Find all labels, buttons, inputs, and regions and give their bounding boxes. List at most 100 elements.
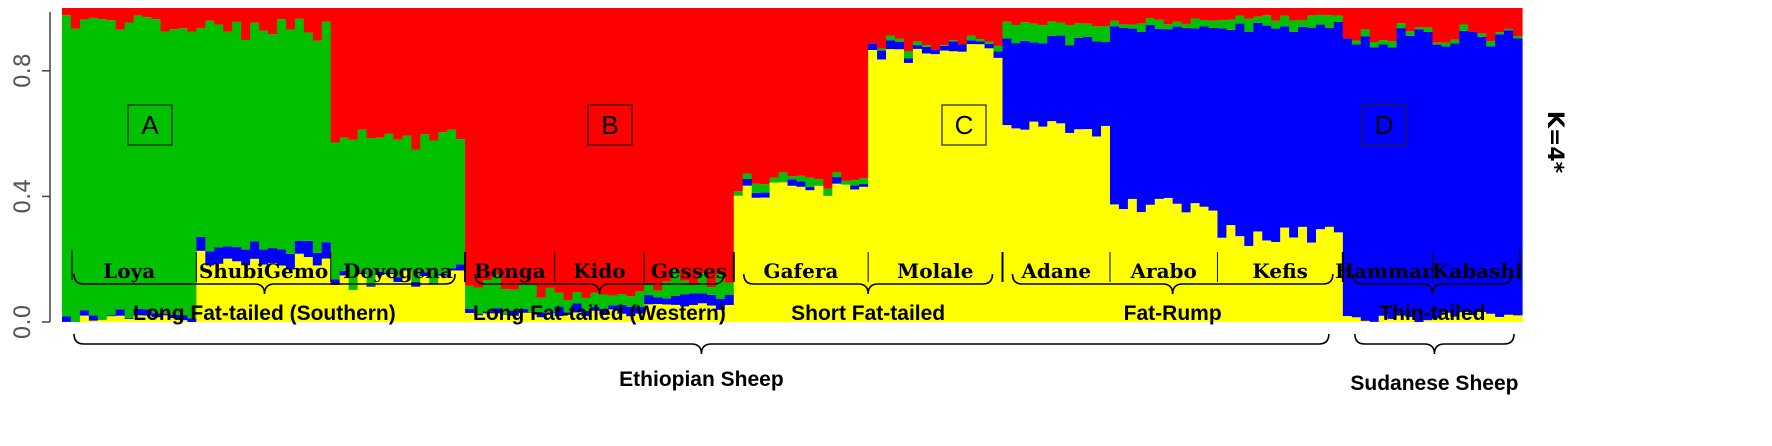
bar-segment-yellow xyxy=(491,313,502,322)
bar-segment-green xyxy=(62,15,72,317)
bar-segment-blue xyxy=(250,241,260,259)
bar-segment-red xyxy=(859,8,869,179)
group-bracket xyxy=(73,273,456,295)
bar-segment-green xyxy=(259,30,269,250)
bar-segment-blue xyxy=(1217,28,1228,238)
bar-segment-yellow xyxy=(1226,225,1236,322)
plot-area xyxy=(62,8,1523,323)
cluster-box-a xyxy=(127,104,173,146)
bar-segment-green xyxy=(832,172,842,178)
bar-segment-green xyxy=(1190,18,1201,29)
supergroup-bracket xyxy=(1354,333,1515,355)
bar-segment-blue xyxy=(1423,31,1434,321)
bar-segment-red xyxy=(500,8,511,290)
bar-segment-green xyxy=(97,19,108,320)
bar-segment-red xyxy=(1324,8,1335,16)
bar-segment-red xyxy=(697,8,708,274)
cluster-box-label: D xyxy=(1375,110,1394,140)
bar-segment-yellow xyxy=(1495,316,1505,322)
bar-segment-yellow xyxy=(1271,241,1281,322)
bar-segment-blue xyxy=(205,251,215,266)
bar-segment-blue xyxy=(724,294,735,305)
bar-segment-green xyxy=(912,41,923,46)
population-axis: Loya ShubiGemo Doyogena Bonga Kido Gesses Gafe… xyxy=(71,250,1523,283)
bar-segment-blue xyxy=(706,294,717,306)
bar-segment-green xyxy=(178,28,188,316)
bar-segment-red xyxy=(70,8,81,29)
bar-segment-blue xyxy=(62,316,72,322)
bar-segment-yellow xyxy=(429,283,439,322)
bar-segment-red xyxy=(581,8,592,298)
bar-segment-yellow xyxy=(1118,209,1129,322)
bar-segment-yellow xyxy=(115,315,126,322)
bar-segment-green xyxy=(1226,19,1236,30)
bar-segment-green xyxy=(447,129,457,269)
bar-segment-red xyxy=(250,8,260,23)
supergroup-label: Sudanese Sheep xyxy=(1350,372,1518,395)
bar-segment-yellow xyxy=(1020,129,1030,322)
bar-segment-yellow xyxy=(966,44,977,323)
bar-segment-red xyxy=(384,8,395,134)
bar-segment-red xyxy=(706,8,717,288)
bar-segment-green xyxy=(142,17,153,310)
bar-segment-blue xyxy=(1065,45,1075,133)
bar-segment-red xyxy=(1432,8,1442,43)
bar-segment-yellow xyxy=(1253,231,1263,322)
bar-segment-green xyxy=(1441,42,1451,47)
bar-segment-blue xyxy=(554,306,565,317)
bar-segment-blue xyxy=(563,312,574,315)
bar-segment-yellow xyxy=(178,320,188,322)
bar-segment-yellow xyxy=(930,54,941,323)
group-label: Long Fat-tailed (Western) xyxy=(473,302,726,325)
bar-segment-blue xyxy=(178,315,188,321)
bar-segment-blue xyxy=(1262,25,1272,241)
bar-segment-yellow xyxy=(196,250,206,322)
cluster-box-label: B xyxy=(601,110,618,140)
bar-segment-blue xyxy=(303,240,314,258)
bar-segment-red xyxy=(1378,8,1389,41)
bar-segment-blue xyxy=(1029,42,1039,122)
bar-segment-blue xyxy=(241,249,251,266)
bar-segment-red xyxy=(1360,8,1371,30)
population-label: Doyogena xyxy=(343,259,453,283)
y-tick-label: 0.0 xyxy=(11,305,36,340)
bar-segment-green xyxy=(680,280,690,295)
bar-segment-red xyxy=(1145,8,1156,18)
bar-segment-blue xyxy=(1324,27,1335,227)
bar-segment-yellow xyxy=(536,317,547,322)
bar-segment-blue xyxy=(751,192,762,198)
bar-segment-yellow xyxy=(250,258,260,322)
bar-segment-blue xyxy=(984,43,995,49)
bar-segment-yellow xyxy=(1289,237,1299,322)
bar-segment-red xyxy=(88,8,99,18)
bar-segment-green xyxy=(393,139,403,278)
bar-segment-green xyxy=(671,269,681,296)
bar-segment-yellow xyxy=(796,186,807,322)
bar-segment-red xyxy=(1199,8,1210,21)
bar-segment-red xyxy=(223,8,233,32)
bar-segment-blue xyxy=(868,43,878,50)
bar-segment-green xyxy=(975,39,986,42)
bar-segment-blue xyxy=(957,44,968,52)
bar-segment-yellow xyxy=(1351,317,1362,322)
bar-segment-red xyxy=(294,8,305,19)
bar-segment-yellow xyxy=(1181,212,1192,322)
bar-segment-green xyxy=(1504,28,1514,31)
bar-segment-blue xyxy=(393,277,403,282)
bar-segment-red xyxy=(1190,8,1201,19)
bar-segment-blue xyxy=(1154,28,1165,199)
bar-segment-red xyxy=(1065,8,1075,26)
population-label: Kido xyxy=(573,259,625,283)
bar-segment-yellow xyxy=(1432,317,1442,322)
bar-segment-red xyxy=(993,8,1004,46)
bar-segment-blue xyxy=(1172,26,1183,204)
bar-segment-blue xyxy=(1396,28,1407,316)
bar-segment-green xyxy=(187,31,197,319)
bar-segment-red xyxy=(62,8,72,16)
bar-segment-yellow xyxy=(1513,315,1523,322)
bar-segment-blue xyxy=(1002,38,1013,126)
bar-segment-red xyxy=(142,8,153,18)
bar-segment-blue xyxy=(1280,26,1290,228)
bar-segment-yellow xyxy=(205,265,215,322)
bar-segment-green xyxy=(581,297,592,311)
